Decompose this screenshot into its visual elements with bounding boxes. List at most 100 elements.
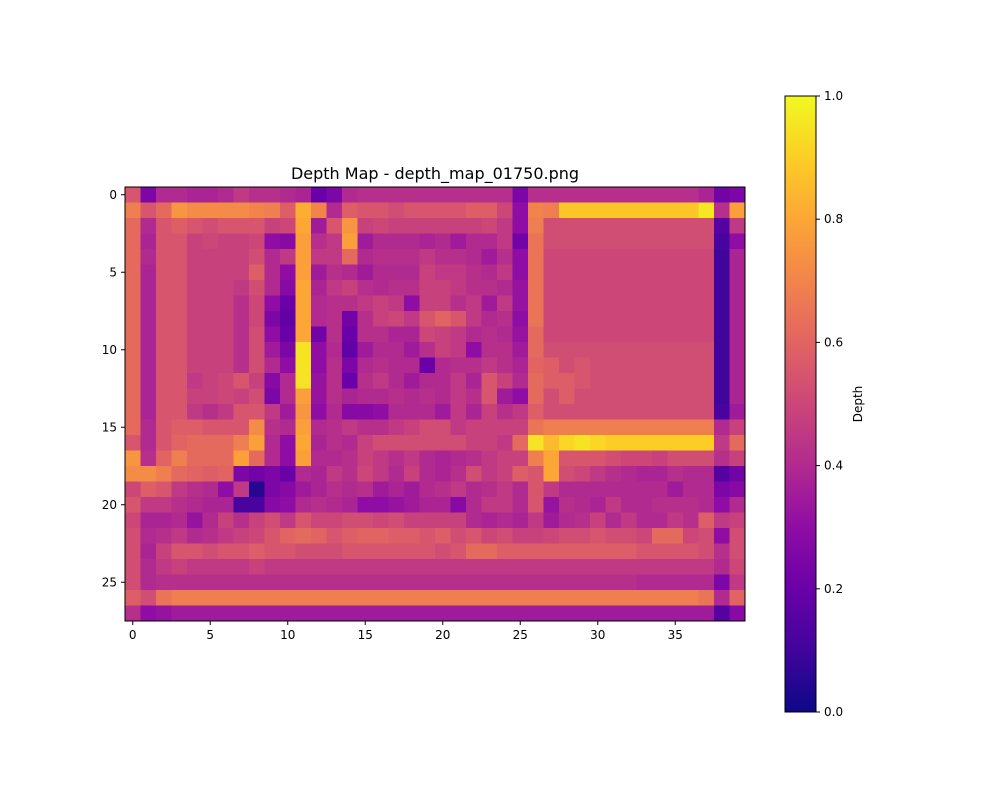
heatmap-cell <box>636 342 653 358</box>
heatmap-cell <box>249 233 265 250</box>
heatmap-cell <box>621 543 637 560</box>
heatmap-cell <box>311 388 327 405</box>
heatmap-cell <box>156 357 172 374</box>
heatmap-cell <box>357 590 374 606</box>
heatmap-cell <box>683 450 699 467</box>
heatmap-cell <box>233 264 250 281</box>
heatmap-cell <box>667 373 684 389</box>
heatmap-cell <box>404 373 420 389</box>
heatmap-cell <box>590 326 606 343</box>
heatmap-cell <box>218 404 234 420</box>
heatmap-cell <box>714 218 730 234</box>
heatmap-cell <box>140 466 157 482</box>
heatmap-cell <box>543 187 560 203</box>
heatmap-cell <box>388 249 405 265</box>
x-tick-label: 15 <box>358 628 373 642</box>
heatmap-cell <box>156 419 172 436</box>
heatmap-cell <box>683 497 699 513</box>
heatmap-cell <box>280 574 296 591</box>
colorbar <box>784 95 817 713</box>
heatmap-cell <box>450 388 467 405</box>
heatmap-cell <box>605 481 622 498</box>
heatmap-cell <box>543 249 560 265</box>
heatmap-cell <box>590 357 606 374</box>
heatmap-cell <box>590 450 606 467</box>
heatmap-cell <box>311 311 327 327</box>
heatmap-cell <box>125 187 141 203</box>
heatmap-cell <box>326 543 343 560</box>
heatmap-cell <box>125 419 141 436</box>
heatmap-cell <box>404 466 420 482</box>
heatmap-cell <box>218 295 234 312</box>
heatmap-cell <box>574 233 591 250</box>
heatmap-cell <box>202 512 219 529</box>
heatmap-cell <box>590 574 606 591</box>
heatmap-cell <box>590 218 606 234</box>
heatmap-cell <box>202 388 219 405</box>
heatmap-cell <box>729 202 746 219</box>
heatmap-cell <box>497 342 513 358</box>
heatmap-cell <box>171 419 188 436</box>
heatmap-cell <box>450 404 467 420</box>
heatmap-cell <box>605 326 622 343</box>
x-tick-label: 20 <box>435 628 450 642</box>
heatmap-cell <box>171 605 188 622</box>
heatmap-cell <box>280 404 296 420</box>
heatmap-cell <box>326 605 343 622</box>
heatmap-cell <box>218 605 234 622</box>
heatmap-cell <box>249 450 265 467</box>
heatmap-cell <box>171 280 188 296</box>
heatmap-cell <box>512 497 529 513</box>
heatmap-cell <box>574 202 591 219</box>
heatmap-cell <box>698 590 715 606</box>
heatmap-cell <box>729 574 746 591</box>
heatmap-cell <box>311 187 327 203</box>
heatmap-cell <box>342 404 358 420</box>
heatmap-cell <box>481 404 498 420</box>
heatmap-cell <box>497 435 513 451</box>
heatmap-cell <box>574 373 591 389</box>
heatmap-cell <box>590 419 606 436</box>
heatmap-cell <box>419 388 436 405</box>
heatmap-cell <box>202 497 219 513</box>
heatmap-cell <box>683 559 699 575</box>
heatmap-cell <box>373 574 389 591</box>
heatmap-cell <box>373 187 389 203</box>
heatmap-cell <box>605 357 622 374</box>
colorbar-ticks: 0.0 0.2 0.4 0.6 0.8 1.0 <box>816 89 843 719</box>
heatmap-cell <box>435 481 451 498</box>
heatmap-cell <box>481 187 498 203</box>
heatmap-cell <box>698 280 715 296</box>
heatmap-cell <box>373 202 389 219</box>
heatmap-cell <box>528 605 544 622</box>
heatmap-cell <box>388 187 405 203</box>
heatmap-cell <box>667 543 684 560</box>
heatmap-cell <box>404 590 420 606</box>
heatmap-cell <box>652 280 668 296</box>
heatmap-cell <box>404 326 420 343</box>
heatmap-cell <box>202 342 219 358</box>
heatmap-cell <box>373 528 389 544</box>
heatmap-cell <box>543 574 560 591</box>
heatmap-cell <box>280 590 296 606</box>
heatmap-cell <box>295 481 312 498</box>
heatmap-cell <box>590 605 606 622</box>
heatmap-cell <box>481 466 498 482</box>
heatmap-cell <box>683 466 699 482</box>
heatmap-cell <box>125 218 141 234</box>
heatmap-cell <box>543 373 560 389</box>
heatmap-cell <box>311 435 327 451</box>
heatmap-cell <box>481 590 498 606</box>
heatmap-cell <box>652 512 668 529</box>
heatmap-cell <box>435 342 451 358</box>
heatmap-cell <box>466 264 482 281</box>
heatmap-cell <box>590 187 606 203</box>
heatmap-cell <box>698 528 715 544</box>
heatmap-cell <box>714 605 730 622</box>
heatmap-cell <box>187 512 203 529</box>
heatmap-cell <box>652 264 668 281</box>
heatmap-cell <box>187 249 203 265</box>
heatmap-cell <box>574 249 591 265</box>
heatmap-cell <box>342 528 358 544</box>
heatmap-cell <box>435 497 451 513</box>
